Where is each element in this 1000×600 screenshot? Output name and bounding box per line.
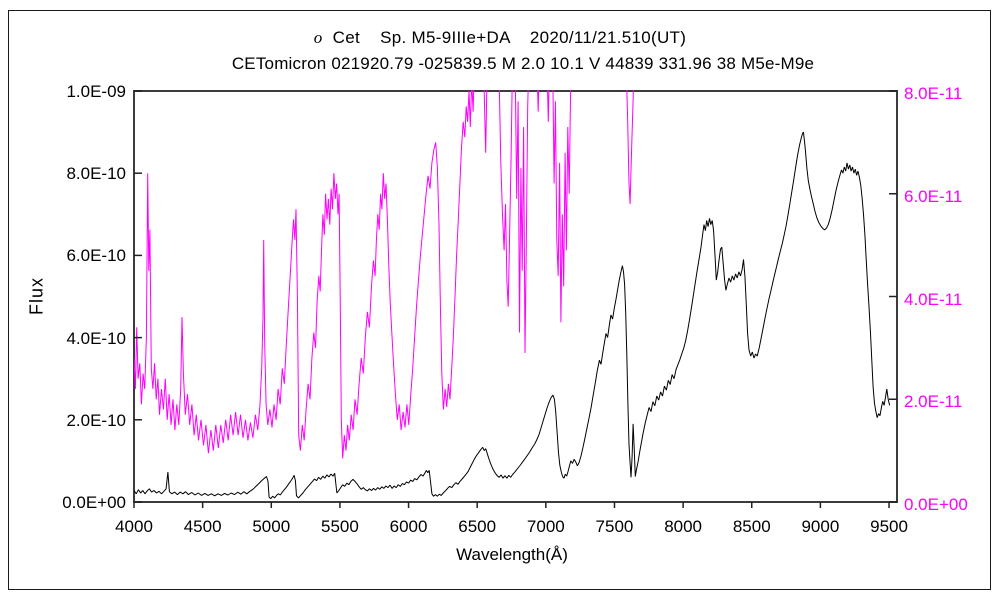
figure-border — [8, 10, 991, 590]
chart-title: o Cet Sp. M5-9IIIe+DA 2020/11/21.510(UT) — [0, 28, 1000, 48]
x-tick-label: 5000 — [252, 517, 291, 536]
plot-frame — [133, 90, 898, 503]
y-left-tick-label: 4.0E-10 — [66, 328, 126, 348]
y-left-tick-label: 0.0E+00 — [62, 493, 126, 512]
y-right-tick-label: 8.0E-11 — [904, 84, 963, 103]
x-axis-title: Wavelength(Å) — [456, 545, 568, 564]
x-tick-label: 4500 — [183, 517, 222, 536]
y-left-tick-label: 6.0E-10 — [66, 246, 126, 266]
x-tick-label: 9000 — [801, 517, 840, 536]
x-tick-label: 8000 — [664, 517, 703, 536]
x-tick-label: 8500 — [732, 517, 771, 536]
spectrum-line-black — [134, 131, 891, 500]
chart-title-object-name: o — [313, 28, 323, 47]
x-tick-label: 6000 — [389, 517, 428, 536]
x-tick-label: 7500 — [595, 517, 634, 536]
chart-title-text: Cet Sp. M5-9IIIe+DA 2020/11/21.510(UT) — [322, 28, 687, 47]
x-tick-label: 9500 — [870, 517, 908, 536]
spectrum-line-magenta — [134, 90, 634, 459]
y-left-tick-label: 1.0E-09 — [66, 82, 126, 101]
y-right-tick-label: 2.0E-11 — [904, 392, 963, 412]
y-right-tick-label: 0.0E+00 — [904, 495, 968, 514]
y-right-tick-label: 4.0E-11 — [904, 289, 963, 309]
y-left-tick-label: 2.0E-10 — [66, 410, 126, 430]
y-left-tick-label: 8.0E-10 — [66, 164, 126, 184]
x-tick-label: 5500 — [320, 517, 359, 536]
y-right-tick-label: 6.0E-11 — [904, 186, 963, 206]
x-tick-label: 4000 — [115, 517, 153, 536]
x-tick-label: 7000 — [526, 517, 565, 536]
x-tick-label: 6500 — [458, 517, 497, 536]
chart-subtitle: CETomicron 021920.79 -025839.5 M 2.0 10.… — [231, 54, 815, 73]
